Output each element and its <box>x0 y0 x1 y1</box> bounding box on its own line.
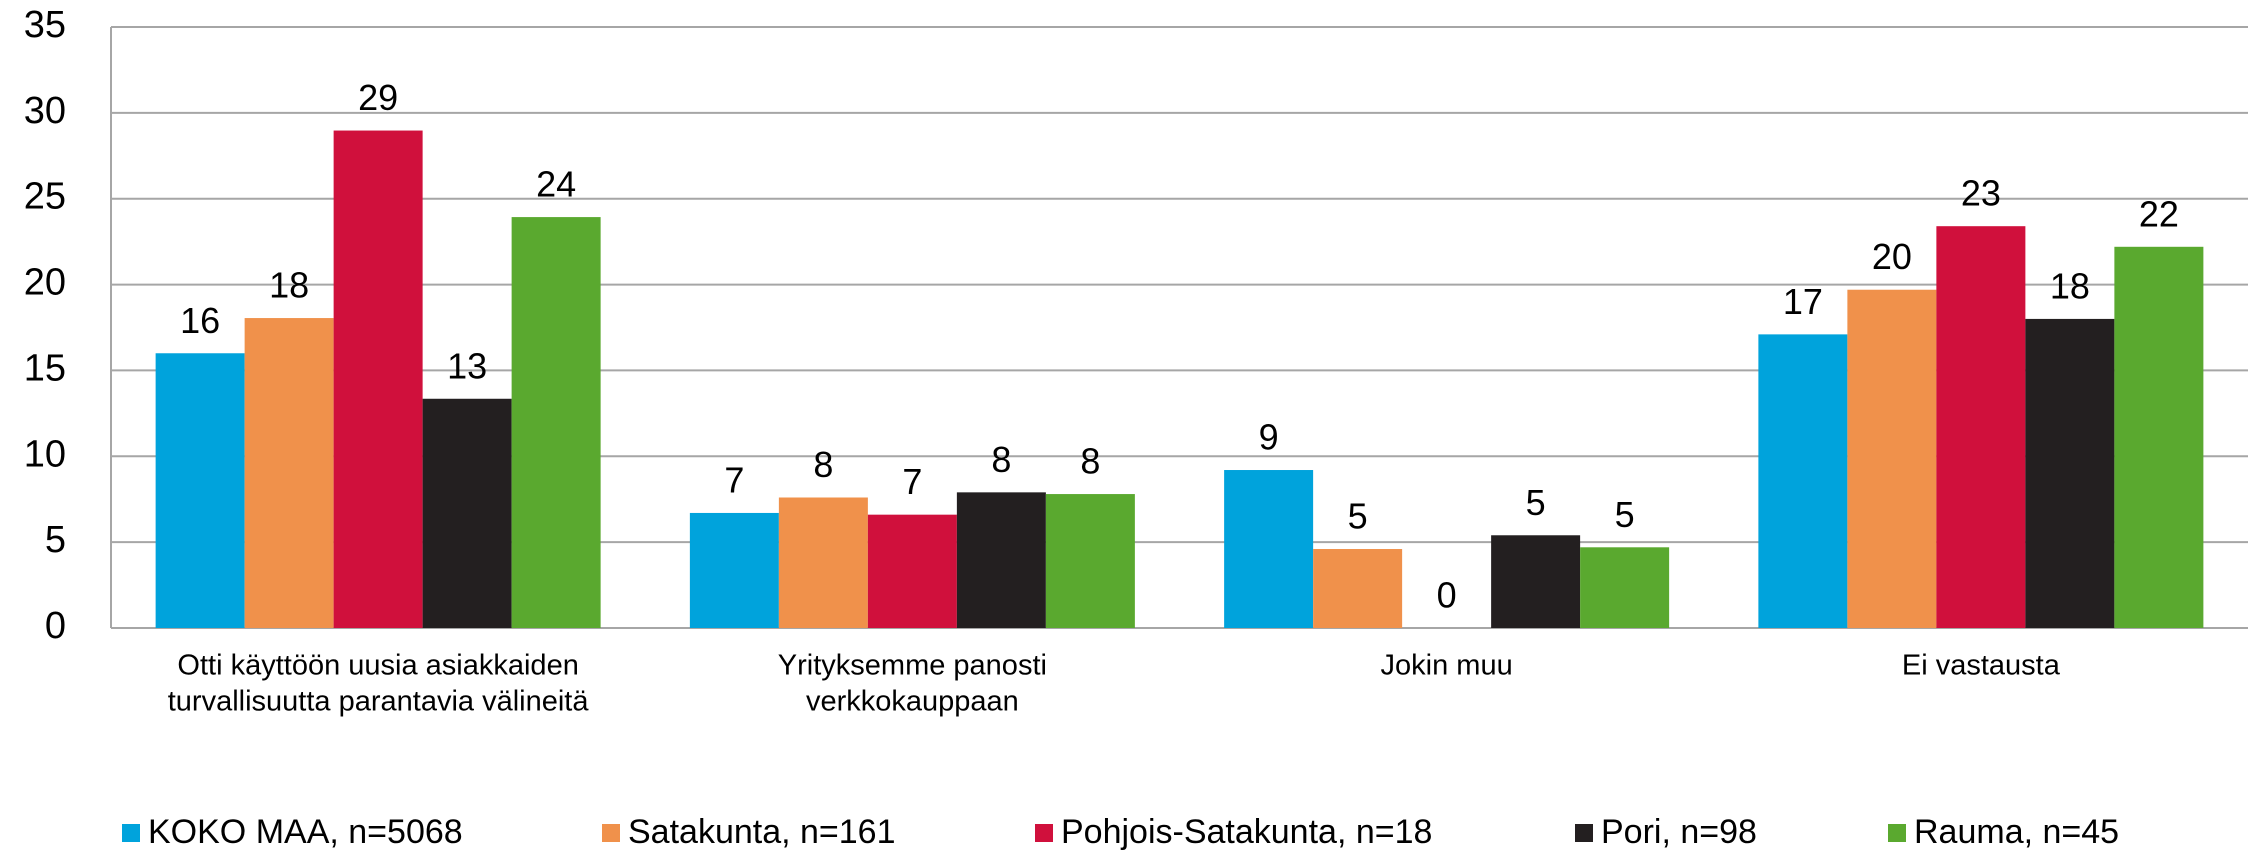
bar <box>511 217 601 628</box>
data-label: 18 <box>269 265 309 306</box>
y-tick-label: 20 <box>24 262 66 304</box>
legend-swatch <box>122 824 140 842</box>
bar <box>1224 470 1314 628</box>
legend-label: Satakunta, n=161 <box>628 813 896 851</box>
y-tick-label: 15 <box>24 347 66 389</box>
legend-swatch <box>602 824 620 842</box>
bar <box>867 514 957 628</box>
x-tick-label: verkkokauppaan <box>806 686 1019 718</box>
data-label: 13 <box>447 345 487 386</box>
data-label: 23 <box>1961 173 2001 214</box>
x-tick-label: turvallisuutta parantavia välineitä <box>168 686 590 718</box>
bar <box>1847 289 1937 628</box>
legend-label: Rauma, n=45 <box>1914 813 2119 851</box>
data-label: 17 <box>1783 281 1823 322</box>
y-tick-label: 0 <box>45 605 66 647</box>
data-label: 8 <box>1080 441 1100 482</box>
legend-label: Pohjois-Satakunta, n=18 <box>1061 813 1432 851</box>
bar <box>1580 547 1670 628</box>
data-label: 9 <box>1259 417 1279 458</box>
x-tick-label: Ei vastausta <box>1902 650 2061 682</box>
bar <box>2114 246 2204 628</box>
bar <box>2025 318 2115 628</box>
data-label: 5 <box>1526 482 1546 523</box>
data-label: 0 <box>1437 575 1457 616</box>
legend-swatch <box>1035 824 1053 842</box>
bar <box>956 492 1046 628</box>
data-label: 7 <box>724 459 744 500</box>
legend-label: Pori, n=98 <box>1601 813 1757 851</box>
data-label: 16 <box>180 300 220 341</box>
x-tick-label: Jokin muu <box>1381 650 1513 682</box>
y-tick-label: 5 <box>45 519 66 561</box>
data-label: 20 <box>1872 236 1912 277</box>
bar <box>422 398 512 628</box>
legend-swatch <box>1888 824 1906 842</box>
x-tick-label: Yrityksemme panosti <box>778 650 1047 682</box>
bar <box>1758 334 1848 628</box>
data-label: 29 <box>358 77 398 118</box>
bar <box>1491 535 1581 628</box>
bar <box>1313 549 1403 628</box>
y-tick-label: 25 <box>24 176 66 218</box>
bar <box>1045 494 1135 628</box>
data-label: 5 <box>1615 494 1635 535</box>
y-tick-label: 35 <box>24 4 66 46</box>
y-tick-label: 30 <box>24 90 66 132</box>
bar <box>778 497 868 628</box>
data-label: 7 <box>902 461 922 502</box>
data-label: 8 <box>813 444 833 485</box>
data-label: 22 <box>2139 193 2179 234</box>
legend-swatch <box>1575 824 1593 842</box>
bar <box>1936 226 2026 628</box>
data-label: 5 <box>1348 496 1368 537</box>
bar <box>244 318 334 628</box>
bar <box>333 130 423 629</box>
legend-label: KOKO MAA, n=5068 <box>148 813 463 851</box>
bar <box>155 353 245 628</box>
data-label: 18 <box>2050 265 2090 306</box>
y-tick-label: 10 <box>24 433 66 475</box>
x-tick-label: Otti käyttöön uusia asiakkaiden <box>177 650 578 682</box>
bar <box>689 512 779 628</box>
data-label: 24 <box>536 164 576 205</box>
data-label: 8 <box>991 439 1011 480</box>
